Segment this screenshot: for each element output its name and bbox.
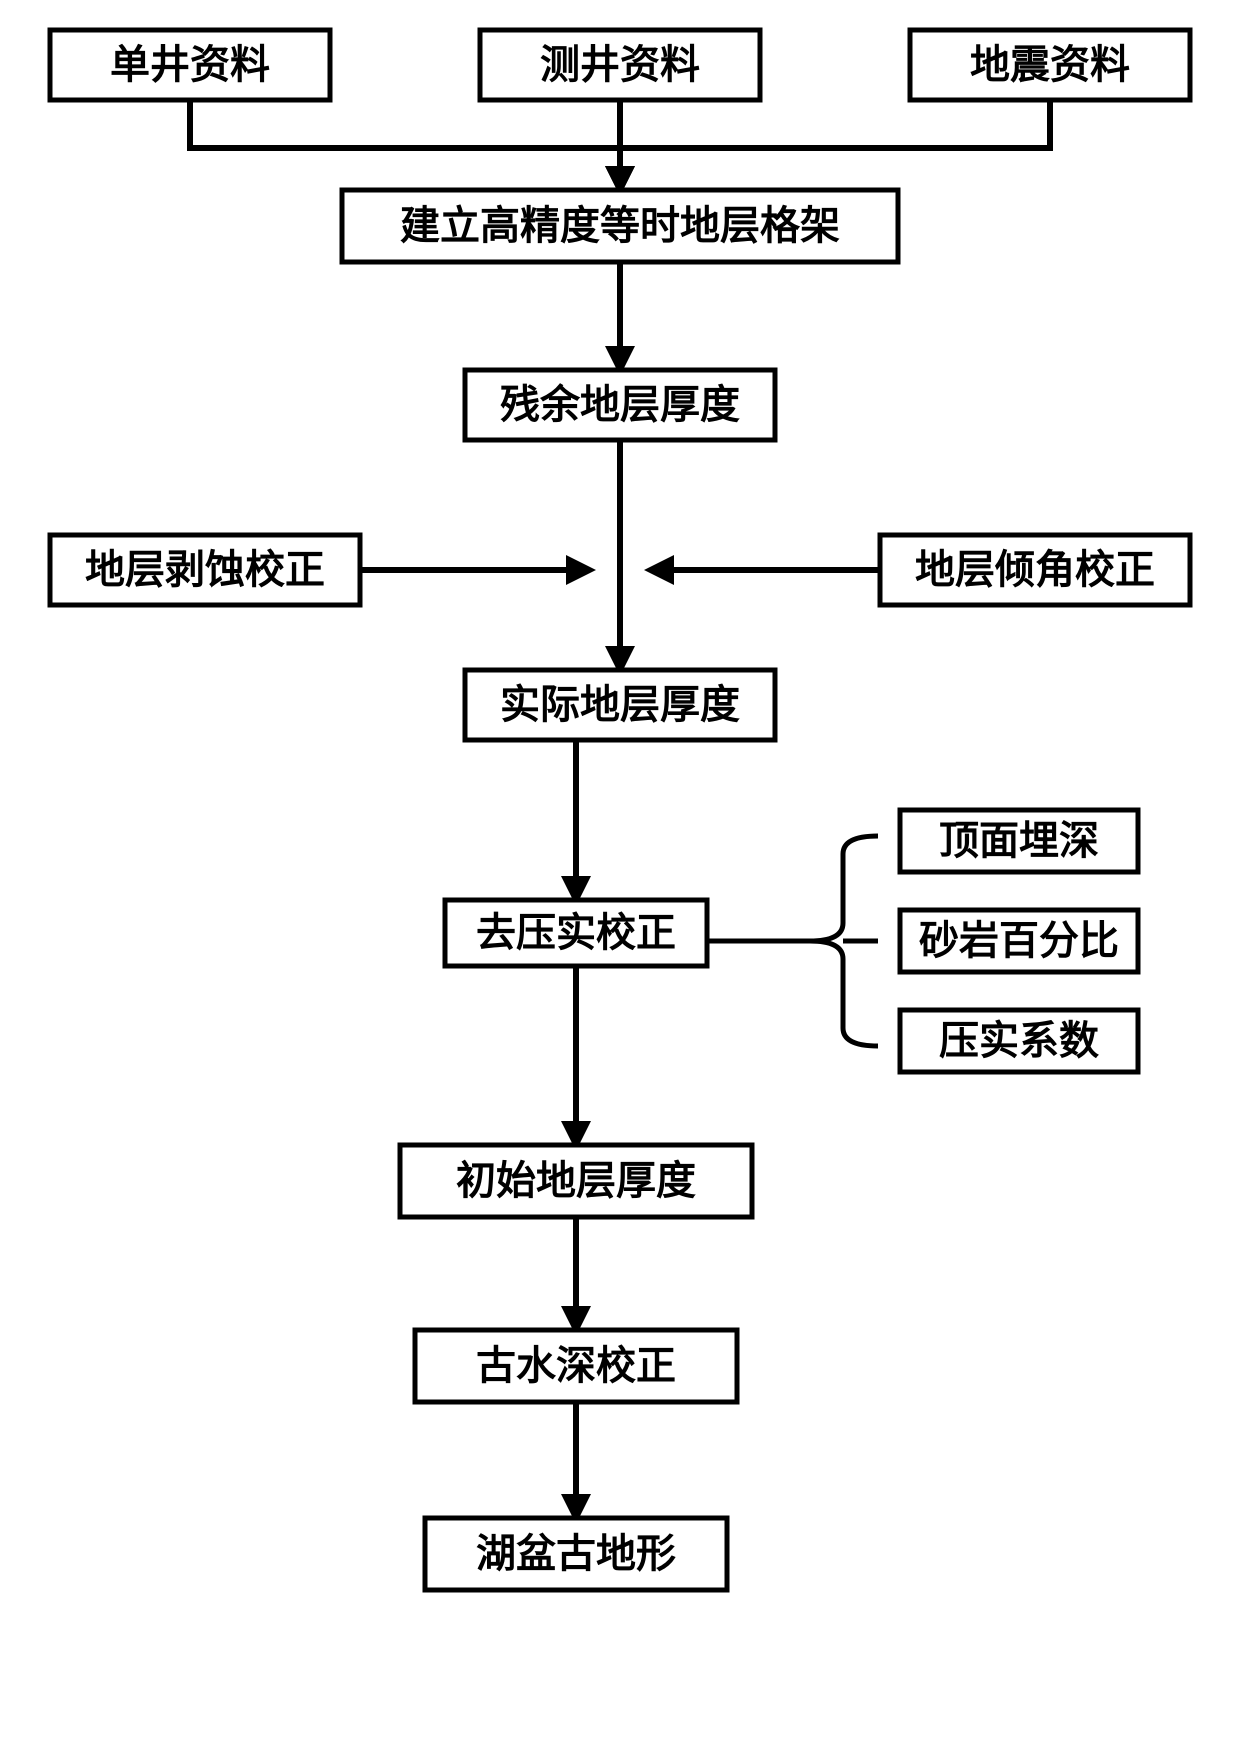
node-n8: 实际地层厚度 bbox=[465, 670, 775, 740]
edge-n1-n4 bbox=[190, 100, 620, 190]
node-label: 初始地层厚度 bbox=[456, 1159, 696, 1203]
node-n7: 地层倾角校正 bbox=[880, 535, 1190, 605]
node-n9: 去压实校正 bbox=[445, 900, 707, 966]
edge-n3-n4 bbox=[620, 100, 1050, 190]
node-label: 地层倾角校正 bbox=[915, 548, 1155, 592]
node-label: 地震资料 bbox=[970, 43, 1130, 87]
flowchart-canvas: 单井资料 测井资料 地震资料建立高精度等时地层格架残余地层厚度地层剥蚀校正 地层倾角校… bbox=[0, 0, 1240, 1754]
node-n12: 压实系数 bbox=[900, 1010, 1138, 1072]
node-label: 古水深校正 bbox=[476, 1344, 676, 1388]
bracket bbox=[707, 836, 878, 1046]
node-n1: 单井资料 bbox=[50, 30, 330, 100]
node-label: 顶面埋深 bbox=[939, 819, 1099, 863]
node-label: 实际地层厚度 bbox=[500, 683, 740, 727]
node-n6: 地层剥蚀校正 bbox=[50, 535, 360, 605]
node-label: 砂岩百分比 bbox=[919, 919, 1119, 963]
node-label: 压实系数 bbox=[939, 1019, 1099, 1063]
node-n4: 建立高精度等时地层格架 bbox=[342, 190, 898, 262]
node-label: 地层剥蚀校正 bbox=[85, 548, 325, 592]
node-label: 建立高精度等时地层格架 bbox=[400, 204, 840, 248]
node-n13: 初始地层厚度 bbox=[400, 1145, 752, 1217]
node-n11: 砂岩百分比 bbox=[900, 910, 1138, 972]
node-n10: 顶面埋深 bbox=[900, 810, 1138, 872]
node-label: 单井资料 bbox=[110, 43, 270, 87]
node-label: 残余地层厚度 bbox=[500, 382, 740, 427]
node-n2: 测井资料 bbox=[480, 30, 760, 100]
node-n15: 湖盆古地形 bbox=[425, 1518, 727, 1590]
node-label: 测井资料 bbox=[540, 43, 700, 87]
node-n14: 古水深校正 bbox=[415, 1330, 737, 1402]
nodes: 单井资料 测井资料 地震资料建立高精度等时地层格架残余地层厚度地层剥蚀校正 地层倾角校… bbox=[50, 30, 1190, 1590]
node-n5: 残余地层厚度 bbox=[465, 370, 775, 440]
node-n3: 地震资料 bbox=[910, 30, 1190, 100]
node-label: 湖盆古地形 bbox=[476, 1532, 676, 1576]
node-label: 去压实校正 bbox=[476, 911, 676, 955]
